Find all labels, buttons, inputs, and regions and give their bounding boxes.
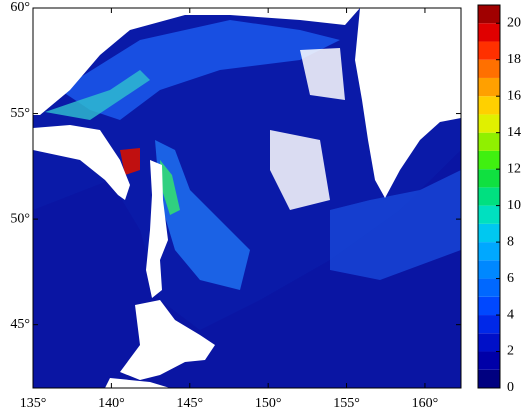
land xyxy=(105,378,170,388)
colorbar-tick-label: 2 xyxy=(507,344,514,359)
colorbar-cell xyxy=(478,132,500,151)
y-tick-label: 55° xyxy=(10,106,30,121)
x-tick-label: 140° xyxy=(98,396,125,411)
colorbar-tick-label: 16 xyxy=(507,88,521,103)
colorbar-cell xyxy=(478,296,500,316)
y-tick-label: 50° xyxy=(10,211,30,226)
cloud-gap xyxy=(270,48,345,210)
colorbar-cell xyxy=(478,187,500,206)
colorbar-cell xyxy=(478,41,500,60)
colorbar-cell xyxy=(478,77,500,97)
colorbar-cell xyxy=(478,96,500,115)
coastal-bloom xyxy=(160,160,180,215)
colorbar-tick-label: 20 xyxy=(507,15,521,30)
pacific-patch xyxy=(330,170,461,280)
land xyxy=(33,8,360,115)
colorbar-tick-label: 8 xyxy=(507,234,514,249)
colorbar-tick-label: 4 xyxy=(507,307,514,322)
x-tick-label: 160° xyxy=(412,396,439,411)
colorbar-tick-label: 10 xyxy=(507,198,521,213)
coastal-bloom xyxy=(45,70,150,120)
colorbar-cell xyxy=(478,114,500,133)
land xyxy=(33,125,130,200)
colorbar-cell xyxy=(478,333,500,352)
colorbar-cell xyxy=(478,205,500,224)
colorbar-cell xyxy=(478,351,500,370)
colorbar-cell xyxy=(478,223,500,243)
colorbar-cell xyxy=(478,169,500,188)
colorbar-tick-label: 0 xyxy=(507,380,514,395)
x-tick-label: 155° xyxy=(333,396,360,411)
coastal-bloom xyxy=(120,148,140,175)
map-frame xyxy=(32,7,462,389)
hokkaido xyxy=(120,300,215,380)
x-tick-label: 145° xyxy=(176,396,203,411)
y-tick-label: 45° xyxy=(10,317,30,332)
colorbar-cell xyxy=(478,23,500,42)
sakhalin xyxy=(146,160,168,298)
colorbar-cell xyxy=(478,242,500,261)
colorbar-cell xyxy=(478,5,500,24)
colorbar-cell xyxy=(478,315,500,334)
kamchatka xyxy=(355,8,461,198)
shelf-patch xyxy=(155,140,250,290)
colorbar-cell xyxy=(478,278,500,297)
colorbar-tick-label: 18 xyxy=(507,52,521,67)
map-field xyxy=(33,8,461,388)
colorbar-frame xyxy=(477,4,501,389)
colorbar-cell xyxy=(478,260,500,279)
x-tick-label: 135° xyxy=(20,396,47,411)
colorbar-cell xyxy=(478,369,500,388)
colorbar-tick-label: 6 xyxy=(507,271,514,286)
x-tick-label: 150° xyxy=(255,396,282,411)
colorbar-cell xyxy=(478,150,500,170)
colorbar-cell xyxy=(478,59,500,78)
y-tick-label: 60° xyxy=(10,0,30,15)
shelf-patch xyxy=(60,20,340,120)
colorbar-tick-label: 14 xyxy=(507,125,521,140)
colorbar-tick-label: 12 xyxy=(507,161,521,176)
